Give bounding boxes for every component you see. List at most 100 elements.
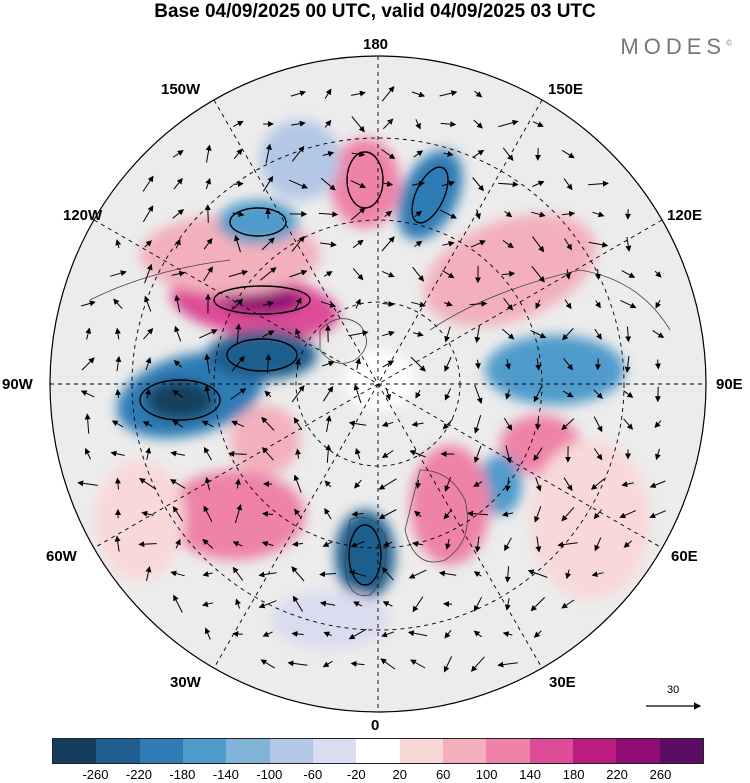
wind-arrow [81, 357, 95, 371]
wind-arrow [654, 270, 662, 278]
wind-arrow [170, 450, 185, 457]
wind-arrow [231, 355, 245, 372]
wind-arrow [114, 535, 121, 552]
coastline [429, 269, 671, 331]
wind-arrow [381, 270, 395, 278]
wind-arrow [141, 510, 154, 517]
wind-arrow [533, 386, 543, 403]
wind-arrow [382, 301, 395, 308]
wind-arrow [534, 418, 541, 431]
wind-arrow [530, 329, 547, 339]
wind-arrow [261, 416, 275, 431]
wind-arrow [408, 569, 427, 579]
wind-arrow [504, 566, 511, 583]
wind-vectors [77, 86, 666, 673]
wind-arrow [324, 119, 332, 128]
wind-arrow [504, 477, 511, 492]
wind-arrow [351, 151, 366, 158]
wind-arrow [384, 210, 393, 217]
wind-arrow [350, 660, 365, 667]
wind-arrow [145, 357, 152, 371]
wind-arrow [412, 541, 424, 547]
colorbar-swatch [529, 739, 573, 763]
wind-arrow [440, 121, 457, 128]
wind-arrow [232, 631, 243, 638]
wind-arrow [352, 268, 364, 281]
wind-arrow [561, 149, 575, 159]
wind-arrow [348, 628, 367, 640]
meridian [213, 99, 543, 669]
wind-arrow [291, 566, 305, 582]
wind-arrow [142, 421, 153, 427]
wind-arrow [144, 240, 153, 248]
wind-arrow [353, 384, 362, 404]
wind-arrow [470, 240, 486, 248]
label-150e: 150E [548, 81, 584, 98]
wind-arrow [114, 327, 121, 340]
wind-arrow [562, 328, 574, 341]
wind-arrow [292, 541, 304, 547]
label-30w: 30W [170, 674, 201, 691]
wind-arrow [289, 269, 308, 278]
wind-arrow [204, 385, 211, 403]
wind-arrow [473, 119, 483, 129]
wind-arrow [81, 300, 96, 307]
wind-arrow [441, 180, 456, 187]
wind-arrow [258, 600, 277, 609]
wind-arrow [563, 390, 574, 398]
colorbar-tick-label: 180 [562, 767, 585, 782]
wind-arrow [293, 417, 303, 431]
wind-arrow [561, 210, 576, 217]
wind-arrow [443, 150, 454, 157]
negative-anomaly [270, 590, 390, 650]
wind-arrow [381, 421, 394, 427]
contour [226, 338, 298, 372]
wind-arrow [531, 265, 545, 283]
colorbar-swatch [399, 739, 443, 763]
label-120w: 120W [63, 207, 103, 224]
wind-arrow [593, 448, 603, 461]
wind-arrow [414, 210, 422, 217]
colorbar-tick-label: 60 [435, 767, 451, 782]
wind-arrow [354, 479, 362, 489]
wind-arrow [655, 300, 662, 309]
wind-arrow [649, 480, 666, 488]
wind-arrow [324, 88, 332, 99]
wind-arrow [443, 300, 453, 307]
wind-arrow [501, 511, 514, 517]
wind-arrow [265, 143, 272, 164]
wind-arrow [655, 448, 661, 461]
wind-arrow [505, 359, 511, 370]
wind-arrow [355, 357, 362, 370]
wind-arrow [474, 90, 483, 98]
wind-arrow [469, 300, 488, 307]
wind-arrow [173, 360, 182, 368]
wind-arrow [262, 631, 273, 637]
wind-arrow [290, 90, 307, 97]
wind-arrow [291, 120, 306, 127]
wind-arrow [498, 181, 519, 188]
wind-arrow [350, 541, 365, 548]
wind-arrow [413, 331, 424, 337]
contour [411, 166, 449, 224]
wind-arrow [322, 151, 335, 157]
positive-anomaly [423, 213, 597, 327]
wind-arrow [621, 270, 636, 278]
wind-arrow [262, 175, 274, 192]
wind-arrow [595, 268, 601, 280]
negative-anomaly [260, 120, 340, 200]
wind-arrow [232, 541, 243, 547]
wind-arrow [412, 266, 425, 282]
colorbar-tick-label: 140 [519, 767, 541, 782]
wind-arrow [442, 418, 453, 430]
wind-arrow [172, 209, 185, 219]
wind-arrow [382, 601, 393, 607]
contour [229, 207, 287, 237]
label-90w: 90W [2, 376, 33, 393]
wind-arrow [320, 177, 336, 191]
wind-arrow [414, 510, 422, 517]
wind-arrow [318, 211, 339, 218]
wind-arrow [228, 269, 249, 278]
wind-arrow [381, 330, 395, 337]
wind-arrow [654, 359, 661, 370]
